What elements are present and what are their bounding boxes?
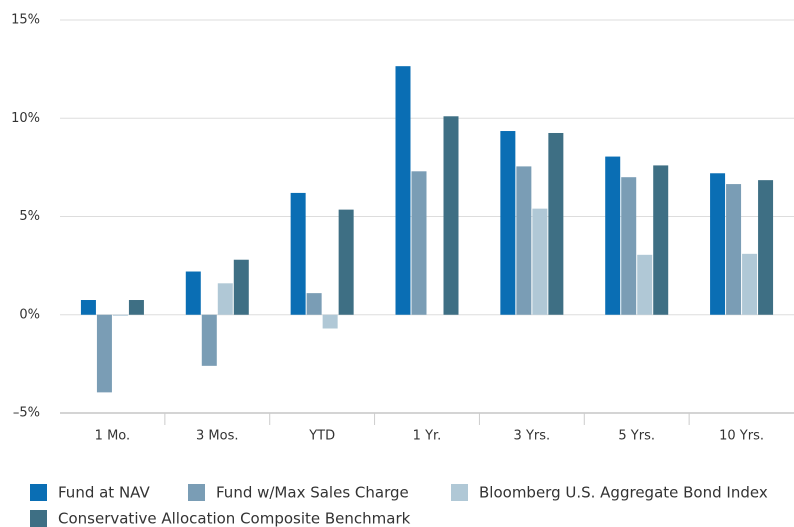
legend-swatch <box>30 510 47 527</box>
bar <box>443 116 459 315</box>
y-tick-label: 0% <box>19 307 40 322</box>
x-tick-label: 1 Mo. <box>95 429 130 444</box>
bar <box>516 166 532 315</box>
bar <box>96 314 112 393</box>
y-tick-label: 10% <box>11 111 40 126</box>
bar <box>201 314 217 366</box>
y-tick-label: –5% <box>13 406 40 421</box>
bar <box>637 254 653 315</box>
bar <box>128 300 144 315</box>
y-tick-label: 5% <box>19 209 40 224</box>
bar <box>217 283 233 315</box>
bar <box>395 66 411 315</box>
bar <box>80 300 96 315</box>
x-tick-label: 3 Yrs. <box>514 429 551 444</box>
bar <box>290 192 306 315</box>
bar <box>548 132 564 315</box>
bar <box>306 293 322 315</box>
bar <box>322 314 338 329</box>
x-tick-label: 1 Yr. <box>413 429 442 444</box>
bar <box>653 165 669 315</box>
bar <box>742 253 758 315</box>
x-tick-label: 5 Yrs. <box>618 429 655 444</box>
bar <box>532 208 548 315</box>
legend-label: Fund at NAV <box>58 484 150 502</box>
bar <box>758 180 774 315</box>
legend-label: Fund w/Max Sales Charge <box>216 484 409 502</box>
legend-swatch <box>30 484 47 501</box>
y-tick-label: 15% <box>11 13 40 28</box>
legend-swatch <box>188 484 205 501</box>
legend-swatch <box>451 484 468 501</box>
bar <box>112 314 128 316</box>
bar <box>621 177 637 315</box>
x-tick-label: 3 Mos. <box>196 429 238 444</box>
bar <box>233 259 249 315</box>
legend-label: Conservative Allocation Composite Benchm… <box>58 510 411 527</box>
legend-label: Bloomberg U.S. Aggregate Bond Index <box>479 484 768 502</box>
bar <box>500 131 516 315</box>
x-tick-label: 10 Yrs. <box>719 429 764 444</box>
bar <box>726 184 742 315</box>
bar <box>185 271 201 315</box>
x-tick-label: YTD <box>308 429 335 444</box>
bar <box>338 209 354 315</box>
bar <box>605 156 621 315</box>
bar <box>411 171 427 315</box>
bar <box>710 173 726 315</box>
